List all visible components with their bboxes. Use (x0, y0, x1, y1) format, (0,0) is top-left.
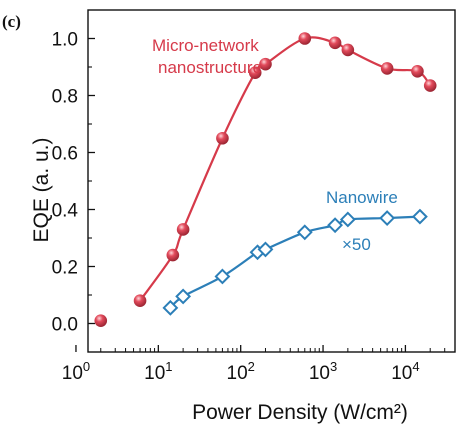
data-point (175, 288, 192, 305)
data-point (133, 294, 147, 308)
x-tick-label: 104 (391, 359, 419, 384)
data-point (379, 210, 396, 226)
data-point (214, 268, 231, 285)
data-point (216, 131, 229, 145)
series-label-nanowire: Nanowire (326, 188, 398, 207)
data-markers (94, 32, 437, 327)
data-point (412, 208, 428, 225)
data-point (327, 217, 344, 234)
series-label-line-2: nanostructure (158, 58, 262, 77)
tick-labels: 0.0 0.2 0.4 0.6 0.8 1.0 100 101 102 103 104 (52, 30, 420, 385)
x-tick-label: 102 (227, 359, 255, 384)
data-point (257, 241, 274, 258)
y-tick-label: 0.8 (52, 87, 78, 108)
data-point (94, 314, 108, 327)
y-tick-label: 0.2 (52, 258, 78, 279)
series-label-micro-network: Micro-network nanostructure (152, 36, 262, 77)
data-point (176, 223, 190, 236)
data-point (166, 248, 180, 262)
panel-label: (c) (2, 12, 21, 31)
x-tick-label: 100 (62, 359, 90, 384)
series-fit-line (169, 215, 420, 309)
data-point (259, 57, 272, 71)
axis-ticks (75, 37, 456, 352)
series-label-line-1: Micro-network (152, 36, 259, 55)
x-tick-label: 103 (309, 359, 337, 384)
data-point (298, 32, 312, 45)
data-point (162, 299, 179, 316)
data-point (328, 36, 342, 50)
data-point (411, 64, 424, 78)
y-axis-title: EQE (a. u.) (30, 137, 53, 242)
data-point (341, 43, 355, 57)
data-point (380, 62, 394, 75)
fit-lines (139, 36, 432, 309)
y-tick-label: 0.4 (52, 201, 79, 222)
data-point (296, 224, 313, 241)
y-tick-label: 0.0 (52, 315, 78, 336)
data-point (423, 79, 437, 92)
y-tick-label: 1.0 (52, 30, 78, 51)
x-tick-label: 101 (144, 359, 172, 384)
x-axis-title: Power Density (W/cm²) (192, 401, 408, 424)
data-point (339, 211, 356, 228)
scale-note: ×50 (342, 235, 371, 254)
y-tick-label: 0.6 (52, 144, 78, 165)
data-point (248, 66, 262, 79)
